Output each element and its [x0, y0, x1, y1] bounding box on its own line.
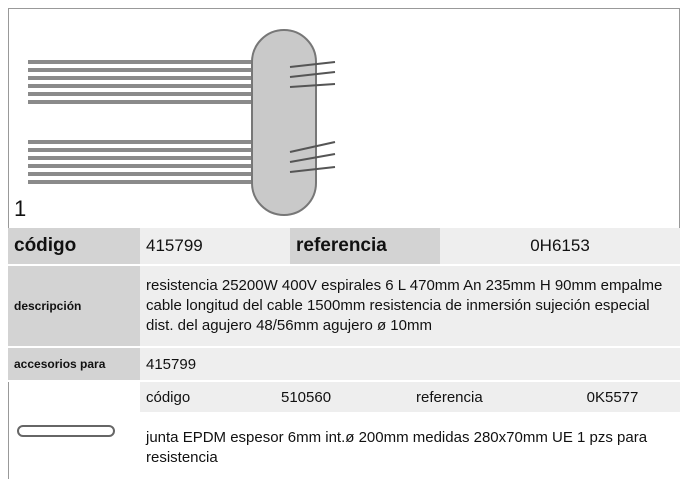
description: resistencia 25200W 400V espirales 6 L 47…: [140, 266, 680, 346]
accessory-image: [17, 425, 115, 437]
accessory-code: 510560: [275, 382, 410, 412]
description-label: descripción: [8, 266, 140, 346]
accessory-reference-label: referencia: [410, 382, 545, 412]
reference-label: referencia: [290, 228, 440, 264]
accessory-code-label: código: [140, 382, 275, 412]
image-frame: [8, 8, 680, 228]
figure-label: 1: [14, 196, 27, 221]
accessory-description: junta EPDM espesor 6mm int.ø 200mm medid…: [146, 429, 648, 466]
accessories-label: accesorios para: [8, 348, 140, 380]
code-label: código: [8, 228, 140, 264]
code-value: 415799: [140, 228, 290, 264]
accessories-value: 415799: [140, 348, 680, 380]
accessory-reference: 0K5577: [545, 382, 680, 412]
left-border: [8, 382, 9, 479]
product-image: [28, 29, 336, 216]
reference-value: 0H6153: [440, 228, 680, 264]
